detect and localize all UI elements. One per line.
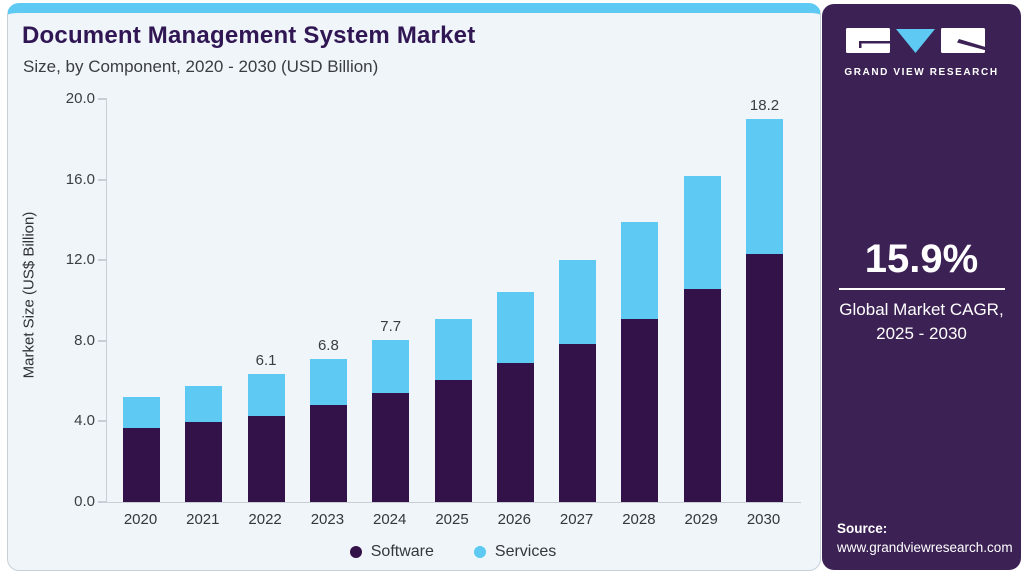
x-tick-label-2029: 2029 [684, 511, 718, 528]
gvr-logo-text: GRAND VIEW RESEARCH [844, 67, 999, 78]
y-tick-mark [98, 178, 107, 181]
bar-software-2024 [372, 392, 410, 502]
bar-software-2027 [559, 344, 597, 502]
chart-title: Document Management System Market [22, 22, 476, 49]
cagr-divider [838, 288, 1005, 290]
legend-item-software: Software [349, 543, 434, 561]
bar-services-2026 [496, 291, 534, 364]
x-tick-label-2023: 2023 [310, 511, 345, 528]
x-axis-labels: 2020 2021 2022 2023 2024 2025 2026 2027 2028 2029… [106, 511, 800, 531]
cagr-block: 15.9% Global Market CAGR, 2025 - 2030 [822, 236, 1021, 346]
bar-services-2028 [621, 222, 659, 319]
y-tick-mark [98, 98, 107, 100]
legend: Software Services [106, 543, 800, 561]
bar-services-2022 [247, 373, 285, 416]
x-tick-label-2030: 2030 [746, 511, 781, 528]
cagr-caption: Global Market CAGR, 2025 - 2030 [822, 298, 1021, 346]
bar-total-label-2022: 6.1 [255, 351, 277, 369]
bar-services-2027 [559, 259, 597, 345]
y-tick-mark [98, 259, 107, 262]
x-tick-label-2025: 2025 [435, 511, 469, 528]
bar-services-2021 [185, 386, 223, 423]
legend-label-software: Software [370, 543, 434, 560]
y-tick-label: 8.0 [74, 331, 95, 349]
source-url: www.grandviewresearch.com [837, 540, 1013, 555]
x-tick-label-2021: 2021 [186, 511, 220, 528]
x-tick-label-2027: 2027 [559, 511, 594, 528]
y-tick-mark [98, 501, 107, 503]
legend-item-services: Services [473, 543, 557, 561]
x-tick-label-2022: 2022 [248, 511, 282, 528]
bar-software-2026 [496, 363, 534, 502]
gvr-logo: GRAND VIEW RESEARCH [822, 28, 1021, 78]
bar-total-label-2030: 18.2 [749, 96, 780, 114]
chart-card: Document Management System Market Size, … [7, 3, 821, 571]
source-block: Source: www.grandviewresearch.com [837, 519, 1013, 557]
bar-software-2023 [309, 405, 347, 502]
plot-area: 0.0 4.0 8.0 12.0 16.0 20.0 6.1 6.8 7.7 18.2 [66, 90, 801, 510]
y-tick-mark [98, 339, 107, 342]
legend-label-services: Services [494, 543, 557, 560]
bar-software-2021 [185, 422, 223, 502]
bar-total-label-2024: 7.7 [380, 317, 402, 335]
bar-services-2020 [123, 396, 160, 429]
x-tick-label-2024: 2024 [373, 511, 407, 528]
bar-software-2022 [247, 415, 285, 502]
source-label: Source: [837, 521, 888, 536]
software-legend-dot-icon [349, 546, 362, 558]
bar-software-2029 [683, 289, 721, 502]
cagr-caption-line1: Global Market CAGR, [839, 300, 1004, 319]
x-tick-label-2020: 2020 [123, 511, 158, 528]
bar-services-2023 [309, 358, 347, 406]
bar-total-label-2023: 6.8 [317, 336, 339, 354]
brand-panel: GRAND VIEW RESEARCH 15.9% Global Market … [822, 4, 1021, 570]
y-tick-label: 4.0 [74, 412, 95, 430]
bar-services-2024 [372, 339, 410, 393]
x-tick-label-2028: 2028 [622, 511, 656, 528]
bar-software-2025 [434, 379, 472, 502]
y-tick-label: 12.0 [65, 251, 95, 269]
cagr-caption-line2: 2025 - 2030 [876, 324, 967, 343]
bar-software-2020 [123, 428, 160, 502]
y-tick-label: 16.0 [65, 170, 95, 188]
y-tick-label: 0.0 [74, 493, 95, 510]
bar-software-2028 [621, 318, 659, 502]
gvr-logo-icon [845, 28, 997, 53]
bar-software-2030 [746, 253, 783, 502]
chart-subtitle: Size, by Component, 2020 - 2030 (USD Bil… [23, 57, 379, 76]
bar-services-2025 [434, 318, 472, 380]
services-legend-dot-icon [473, 546, 486, 558]
cagr-value: 15.9% [864, 237, 979, 281]
y-tick-label: 20.0 [65, 90, 95, 107]
y-tick-mark [98, 420, 107, 423]
bar-services-2030 [746, 118, 783, 254]
bar-services-2029 [683, 175, 721, 290]
y-axis-title: Market Size (US$ Billion) [20, 211, 38, 379]
x-tick-label-2026: 2026 [497, 511, 531, 528]
